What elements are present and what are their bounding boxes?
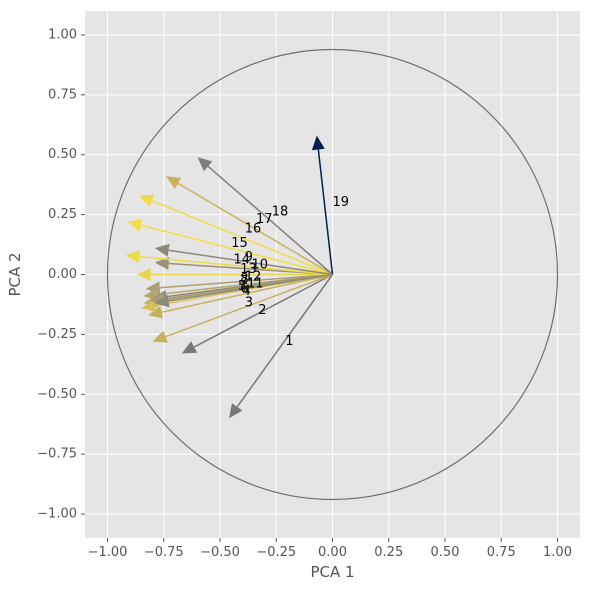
vector-shaft-15 [141, 224, 333, 276]
vector-label-16: 16 [245, 221, 262, 236]
vector-label-4: 4 [243, 284, 251, 299]
x-tick-label: 0.75 [487, 545, 516, 560]
x-tick-label: 0.00 [318, 545, 347, 560]
vector-shaft-16 [151, 200, 333, 276]
x-tick-label: 0.25 [374, 545, 403, 560]
vector-shaft-3 [165, 273, 333, 338]
x-tick-label: −1.00 [88, 545, 128, 560]
vector-arrowhead-16 [139, 194, 155, 207]
vector-label-2: 2 [258, 303, 266, 318]
x-tick-label: 1.00 [543, 545, 572, 560]
y-tick-label: −0.25 [37, 327, 77, 342]
loading-vectors [125, 135, 334, 419]
vector-shaft-18 [207, 165, 333, 276]
vector-label-14: 14 [234, 253, 251, 268]
y-tick-label: 0.75 [48, 87, 77, 102]
x-tick-label: −0.25 [256, 545, 296, 560]
vector-label-11: 11 [247, 277, 264, 292]
vector-shaft-4 [161, 273, 333, 313]
vector-shaft-extra-19 [168, 249, 333, 276]
y-axis-label: PCA 2 [6, 252, 24, 296]
vector-shaft-13 [168, 273, 333, 302]
vector-arrowhead-1 [229, 403, 243, 419]
vector-label-17: 17 [256, 212, 273, 227]
y-tick-label: 0.00 [48, 267, 77, 282]
vector-arrowhead-18 [197, 157, 213, 172]
vector-arrowhead-3 [152, 330, 168, 343]
y-tick-label: 0.50 [48, 147, 77, 162]
vector-label-5: 5 [238, 279, 246, 294]
y-tick-label: −0.50 [37, 387, 77, 402]
vector-label-8: 8 [240, 272, 248, 287]
vector-arrowhead-2 [181, 341, 198, 354]
vector-arrowhead-9 [154, 256, 170, 270]
vector-arrowhead-10 [136, 268, 151, 281]
vector-label-6: 6 [240, 281, 248, 296]
x-tick-label: 0.50 [431, 545, 460, 560]
vector-label-19: 19 [333, 195, 350, 210]
vector-arrowhead-19 [311, 135, 325, 151]
vector-label-7: 7 [240, 274, 248, 289]
y-tick-label: 0.25 [48, 207, 77, 222]
vector-arrowhead-13 [154, 294, 170, 308]
y-tick-label: −0.75 [37, 447, 77, 462]
vector-label-3: 3 [245, 296, 253, 311]
y-tick-label: −1.00 [37, 507, 77, 522]
vector-shaft-1 [236, 274, 334, 408]
vector-shaft-7 [159, 273, 333, 289]
y-axis-ticks: −1.00 −0.75 −0.50 −0.25 0.00 0.25 0.50 0.75 1.00 [37, 27, 85, 522]
vector-shaft-19 [317, 149, 334, 275]
x-axis-ticks: −1.00 −0.75 −0.50 −0.25 0.00 0.25 0.50 0.75 1.00 [88, 538, 572, 560]
vector-arrowhead-14 [125, 250, 141, 264]
vector-label-9: 9 [245, 250, 253, 265]
vector-arrowhead-extra-19 [154, 243, 170, 257]
vector-label-12: 12 [245, 269, 262, 284]
x-axis-label: PCA 1 [310, 563, 354, 581]
vector-label-18: 18 [272, 205, 289, 220]
vector-label-15: 15 [231, 236, 248, 251]
vector-label-13: 13 [240, 262, 257, 277]
vector-label-10: 10 [252, 257, 269, 272]
y-tick-label: 1.00 [48, 27, 77, 42]
vector-arrowhead-15 [127, 218, 143, 232]
vector-arrowhead-17 [166, 176, 182, 189]
vector-shaft-2 [193, 273, 333, 348]
vector-label-1: 1 [285, 334, 293, 349]
unit-circle [106, 48, 559, 501]
vector-arrowhead-6 [141, 299, 157, 313]
x-tick-label: −0.50 [200, 545, 240, 560]
vector-shaft-17 [177, 182, 333, 276]
x-tick-label: −0.75 [144, 545, 184, 560]
vector-shaft-14 [139, 255, 333, 276]
vector-arrowhead-4 [148, 305, 164, 319]
